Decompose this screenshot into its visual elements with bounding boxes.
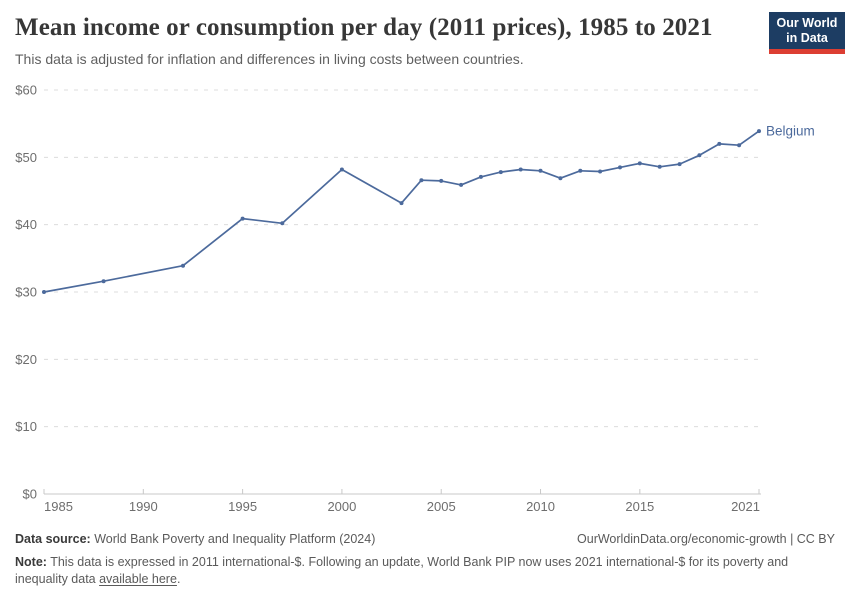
data-point[interactable] (757, 129, 761, 134)
data-source: Data source: World Bank Poverty and Ineq… (15, 531, 375, 548)
data-point[interactable] (538, 168, 543, 173)
data-point[interactable] (677, 162, 682, 167)
data-point[interactable] (558, 176, 563, 181)
chart-footer: Data source: World Bank Poverty and Ineq… (15, 531, 835, 588)
series-line-belgium[interactable] (43, 130, 760, 293)
data-point[interactable] (240, 216, 245, 221)
data-point[interactable] (518, 167, 523, 172)
data-point[interactable] (419, 178, 424, 183)
y-tick-label: $40 (15, 217, 37, 232)
available-here-link[interactable]: available here (99, 572, 177, 586)
x-tick-label: 2000 (327, 499, 356, 514)
note-text-2: . (176, 572, 181, 586)
x-tick-label: 2015 (625, 499, 654, 514)
data-source-text: World Bank Poverty and Inequality Platfo… (90, 532, 376, 546)
x-tick-label: 1985 (44, 499, 73, 514)
x-tick-label: 2005 (427, 499, 456, 514)
owid-logo[interactable]: Our World in Data (769, 12, 845, 54)
data-point[interactable] (578, 168, 583, 173)
owid-logo-line1: Our World (776, 16, 838, 30)
data-point[interactable] (42, 290, 46, 294)
owid-logo-line2: in Data (786, 31, 828, 45)
x-tick-label: 1990 (129, 499, 158, 514)
data-point[interactable] (478, 174, 483, 179)
data-point[interactable] (657, 164, 662, 169)
data-point[interactable] (717, 141, 722, 146)
data-point[interactable] (280, 221, 285, 226)
note-label: Note: (15, 555, 47, 569)
note-text-1: This data is expressed in 2011 internati… (15, 555, 789, 586)
data-point[interactable] (439, 178, 444, 183)
data-point[interactable] (399, 201, 404, 206)
x-tick-label: 2010 (526, 499, 555, 514)
data-point[interactable] (598, 169, 603, 174)
y-tick-label: $60 (15, 83, 37, 98)
x-tick-label: 1995 (228, 499, 257, 514)
data-point[interactable] (459, 182, 464, 187)
data-point[interactable] (697, 153, 702, 158)
data-point[interactable] (637, 161, 642, 166)
y-tick-label: $10 (15, 419, 37, 434)
y-tick-label: $20 (15, 352, 37, 367)
rights-text: OurWorldinData.org/economic-growth | CC … (577, 532, 835, 546)
data-point[interactable] (181, 263, 185, 268)
chart-subtitle: This data is adjusted for inflation and … (15, 51, 524, 67)
y-tick-label: $0 (23, 487, 37, 502)
footer-note: Note: This data is expressed in 2011 int… (15, 554, 835, 588)
data-point[interactable] (101, 279, 106, 284)
x-tick-label: 2021 (731, 499, 760, 514)
data-point[interactable] (618, 165, 622, 170)
data-point[interactable] (737, 143, 742, 148)
data-point[interactable] (339, 167, 344, 172)
chart-title: Mean income or consumption per day (2011… (15, 14, 713, 41)
data-point[interactable] (498, 170, 503, 175)
series-end-label: Belgium (766, 124, 815, 139)
y-tick-label: $30 (15, 285, 37, 300)
data-source-label: Data source: (15, 532, 91, 546)
y-tick-label: $50 (15, 150, 37, 165)
chart-header: Mean income or consumption per day (2011… (15, 13, 755, 68)
